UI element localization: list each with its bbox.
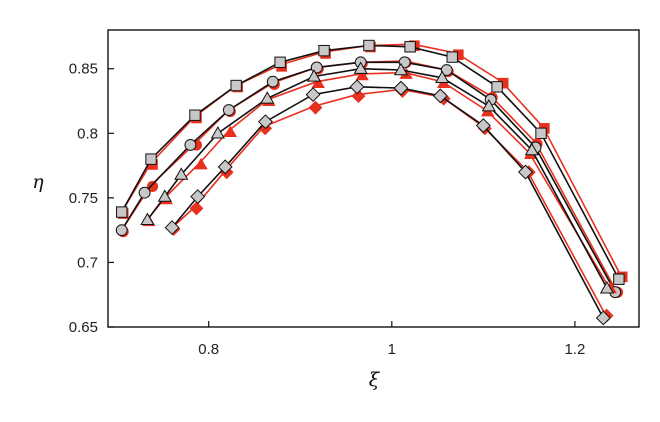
x-axis-label: ξ <box>369 369 381 391</box>
measured-point-triangle <box>524 142 539 156</box>
measured-point-triangle <box>140 212 155 226</box>
measured-point-diamond <box>393 80 409 96</box>
simulation-point-triangle <box>223 125 237 138</box>
chart-marks <box>115 39 628 326</box>
series-triangle <box>140 61 617 294</box>
measured-point-triangle <box>435 70 450 83</box>
measured-point-square <box>613 273 625 285</box>
measured-point-circle <box>184 138 197 151</box>
measured-point-diamond <box>432 88 448 104</box>
measured-point-triangle <box>306 69 322 82</box>
simulation-point-diamond <box>351 89 366 104</box>
measured-point-square <box>404 41 416 53</box>
measured-point-diamond <box>475 118 491 134</box>
measured-point-diamond <box>518 164 533 180</box>
y-tick-label: 0.7 <box>77 254 98 271</box>
plot-frame <box>107 29 640 328</box>
measured-point-triangle <box>210 126 225 139</box>
measured-point-triangle <box>599 281 615 294</box>
x-tick-label: 0.8 <box>198 341 219 358</box>
measured-point-square <box>535 127 547 140</box>
measured-point-triangle <box>260 91 275 104</box>
measured-line-triangle <box>146 67 608 289</box>
simulation-point-triangle <box>194 157 208 170</box>
measured-point-circle <box>222 104 235 117</box>
measured-point-triangle <box>481 98 496 112</box>
simulation-point-triangle <box>311 76 325 88</box>
y-axis-label: η <box>32 171 44 193</box>
measured-point-diamond <box>595 310 611 326</box>
x-tick-label: 1.2 <box>564 341 585 358</box>
measured-point-square <box>189 109 201 121</box>
measured-point-square <box>274 56 286 68</box>
measured-point-circle <box>266 75 279 88</box>
measured-point-circle <box>440 64 453 76</box>
simulation-point-circle <box>146 180 159 192</box>
series-square <box>116 39 628 285</box>
simulation-point-diamond <box>308 100 323 115</box>
measured-point-square <box>318 44 330 57</box>
measured-point-diamond <box>217 159 233 175</box>
axis-ticks: 0.8 1 1.2 0.65 0.7 0.75 0.8 0.85 <box>69 61 586 358</box>
measured-point-triangle <box>174 167 189 180</box>
measured-point-diamond <box>349 79 365 95</box>
series-diamond <box>164 79 614 326</box>
measured-point-triangle <box>157 189 172 202</box>
measured-line-square <box>120 44 620 280</box>
x-tick-label: 1 <box>388 341 396 358</box>
measured-point-diamond <box>258 114 273 130</box>
series-circle <box>115 56 624 299</box>
measured-point-circle <box>138 186 151 199</box>
measured-point-diamond <box>305 87 321 103</box>
measured-point-diamond <box>164 220 180 236</box>
measured-point-square <box>446 51 458 63</box>
simulation-point-triangle <box>355 68 369 81</box>
y-tick-label: 0.85 <box>69 61 98 78</box>
measured-point-diamond <box>190 189 206 205</box>
measured-point-triangle <box>393 62 409 76</box>
y-tick-label: 0.8 <box>77 125 98 142</box>
simulation-point-diamond <box>189 201 204 216</box>
measured-point-square <box>491 81 503 93</box>
measured-point-square <box>116 206 128 218</box>
measured-point-square <box>363 39 375 52</box>
measured-line-circle <box>121 61 616 293</box>
simulation-line-triangle <box>146 71 610 288</box>
measured-point-square <box>145 153 157 165</box>
y-tick-label: 0.75 <box>69 190 98 207</box>
measured-point-square <box>230 79 242 92</box>
measured-point-triangle <box>353 61 368 74</box>
measured-point-circle <box>115 224 128 237</box>
y-tick-label: 0.65 <box>69 319 98 336</box>
